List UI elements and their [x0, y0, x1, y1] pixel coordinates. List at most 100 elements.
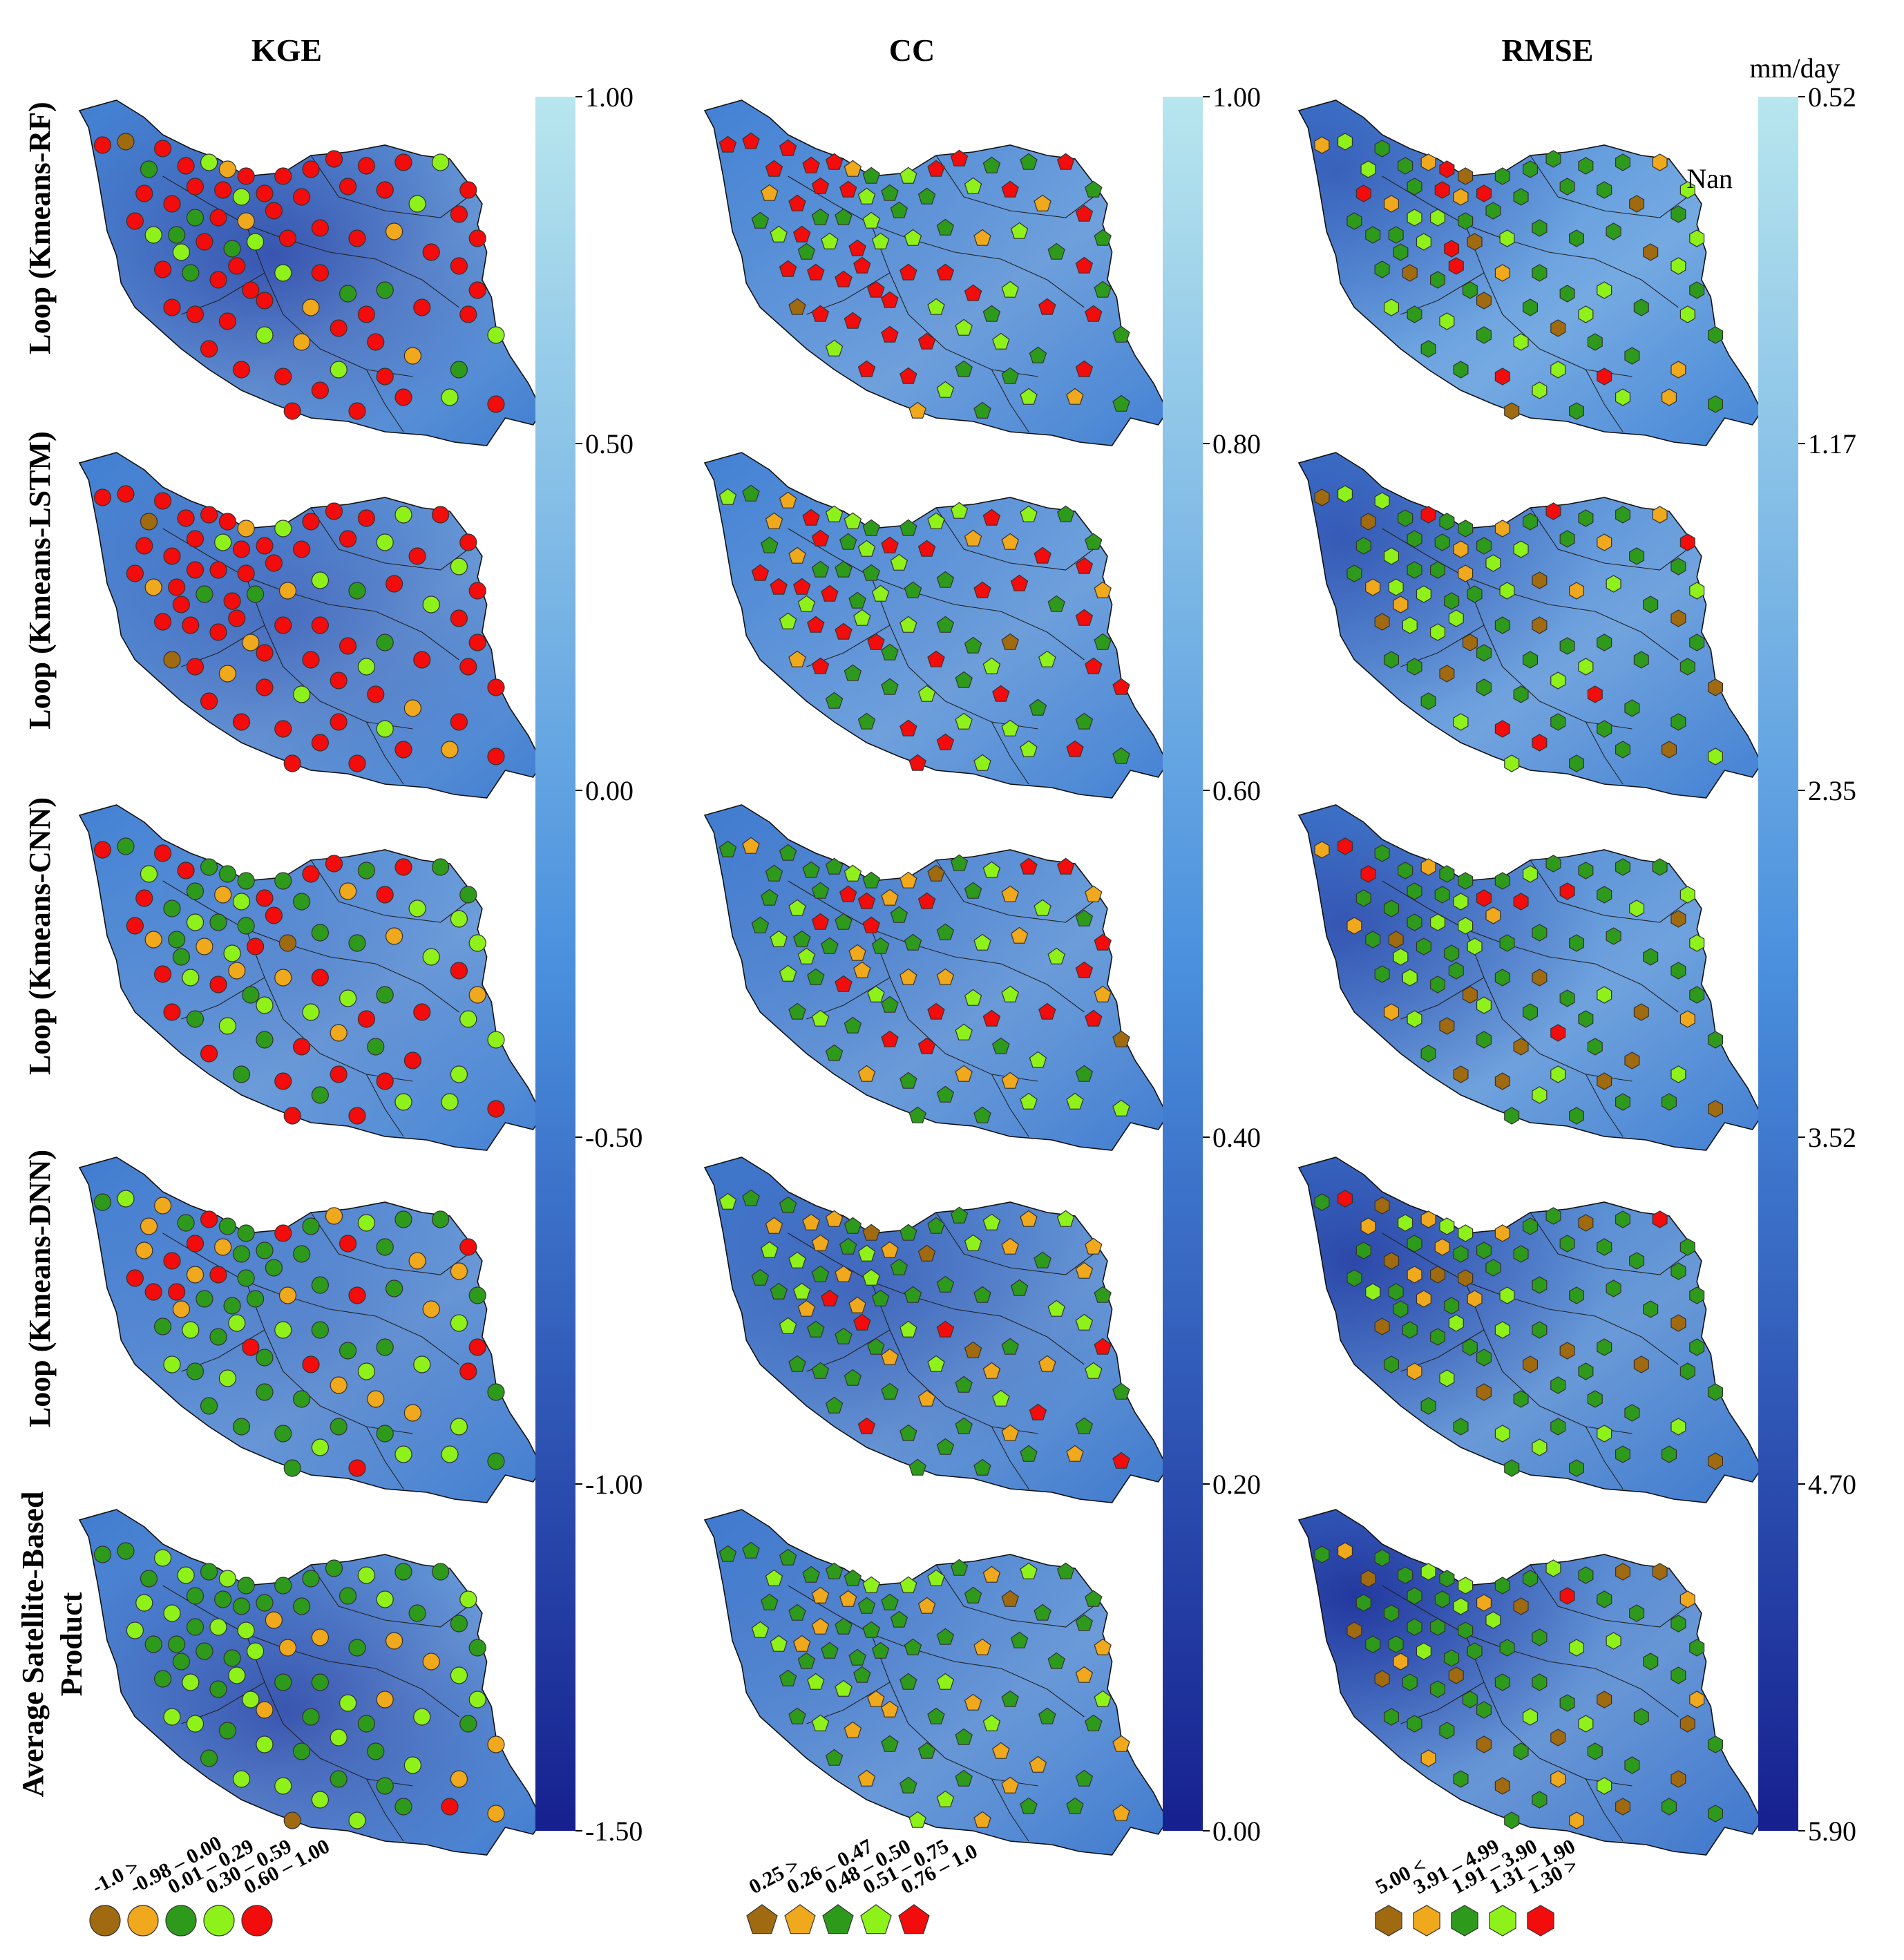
station-marker	[163, 298, 181, 316]
map-kge-row-3	[78, 804, 543, 1151]
station-marker	[890, 1610, 908, 1628]
station-marker	[223, 1297, 241, 1315]
station-marker	[862, 564, 880, 581]
station-marker	[899, 367, 917, 384]
station-marker	[1388, 578, 1404, 596]
station-marker	[1420, 1397, 1436, 1415]
station-marker	[1066, 1092, 1084, 1110]
station-marker	[821, 1289, 839, 1306]
station-marker	[172, 1300, 190, 1318]
station-marker	[982, 1009, 1001, 1027]
station-marker	[779, 964, 797, 982]
station-marker	[1034, 194, 1051, 211]
basin-boundary	[935, 507, 1094, 571]
station-marker	[1523, 1570, 1538, 1588]
station-marker	[1066, 388, 1084, 405]
station-marker	[1550, 1770, 1566, 1788]
station-marker	[1708, 748, 1723, 765]
station-marker	[1388, 1283, 1404, 1301]
station-marker	[237, 1577, 255, 1595]
station-marker	[835, 913, 853, 930]
station-marker	[1513, 685, 1529, 703]
station-marker	[237, 564, 255, 582]
station-marker	[1587, 1390, 1603, 1408]
station-marker	[718, 1545, 737, 1562]
station-marker	[135, 184, 153, 202]
station-marker	[1075, 961, 1094, 978]
station-marker	[936, 1085, 955, 1103]
station-marker	[1523, 1708, 1538, 1726]
station-marker	[1467, 1642, 1483, 1660]
station-marker	[223, 592, 241, 610]
station-marker	[718, 1192, 737, 1210]
station-marker	[413, 1708, 431, 1726]
station-marker	[209, 209, 227, 227]
basin-boundary	[935, 155, 1094, 218]
station-marker	[1029, 346, 1047, 363]
station-marker	[1314, 1193, 1330, 1211]
station-marker	[1444, 1297, 1460, 1315]
station-marker	[1047, 242, 1065, 260]
station-marker	[1360, 1217, 1376, 1235]
station-marker	[1708, 1452, 1723, 1470]
station-marker	[1550, 319, 1566, 337]
colorbar-kge: 1.00 0.50 0.00 -0.50 -1.00 -1.50	[535, 82, 642, 1847]
station-marker	[376, 720, 394, 738]
station-marker	[973, 1811, 991, 1828]
station-marker	[844, 1016, 862, 1034]
station-marker	[1476, 678, 1492, 696]
station-marker	[431, 153, 450, 171]
station-marker	[168, 578, 186, 596]
station-marker	[811, 1362, 830, 1379]
station-marker	[1458, 1621, 1474, 1639]
station-marker	[973, 933, 991, 951]
station-marker	[1448, 1314, 1464, 1332]
basin-boundary	[365, 369, 404, 432]
station-marker	[1337, 1542, 1353, 1560]
station-marker	[867, 280, 885, 298]
station-marker	[218, 513, 236, 531]
station-marker	[1383, 195, 1400, 213]
station-marker	[1458, 1224, 1474, 1242]
station-marker	[770, 578, 788, 595]
station-marker	[1597, 886, 1612, 904]
station-marker	[339, 1235, 357, 1253]
colorbar-tick-label: 4.70	[1808, 1469, 1856, 1500]
station-marker	[1615, 1563, 1630, 1581]
station-marker	[256, 537, 274, 555]
station-marker	[867, 1338, 885, 1355]
basin-boundary	[991, 1426, 1029, 1490]
station-marker	[408, 547, 426, 565]
station-marker	[228, 609, 246, 627]
station-marker	[1453, 893, 1469, 911]
station-marker	[788, 899, 806, 916]
station-marker	[927, 512, 945, 529]
station-marker	[1355, 1241, 1371, 1259]
station-marker	[232, 893, 251, 911]
station-marker	[1056, 153, 1075, 170]
station-marker	[1020, 1210, 1038, 1227]
station-marker	[274, 167, 292, 185]
station-marker	[1606, 1279, 1621, 1297]
station-marker	[927, 1002, 945, 1020]
station-marker	[982, 305, 1001, 322]
station-marker	[890, 553, 908, 571]
station-marker	[742, 1541, 760, 1559]
station-marker	[811, 1714, 830, 1731]
station-marker	[1453, 713, 1469, 731]
station-marker	[431, 1563, 450, 1581]
station-marker	[1383, 900, 1400, 917]
station-marker	[1430, 1266, 1445, 1284]
station-marker	[825, 857, 844, 875]
station-marker	[1010, 222, 1029, 239]
station-marker	[232, 540, 251, 558]
station-marker	[1355, 537, 1371, 555]
station-marker	[1420, 1563, 1436, 1581]
station-marker	[1407, 882, 1422, 900]
station-marker	[751, 211, 770, 229]
station-marker	[1439, 1369, 1455, 1387]
station-marker	[927, 864, 945, 882]
station-marker	[1094, 633, 1112, 650]
station-marker	[982, 1566, 1001, 1583]
station-marker	[126, 1269, 144, 1287]
